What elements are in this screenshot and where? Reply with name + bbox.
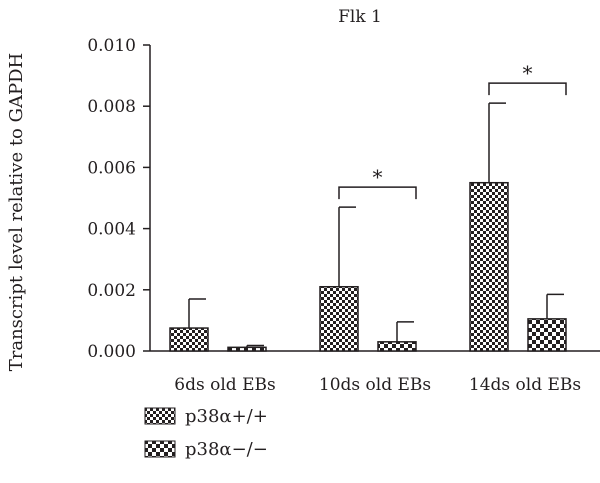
legend-label: p38α−/− bbox=[185, 439, 268, 460]
x-tick-label: 6ds old EBs bbox=[174, 375, 275, 395]
legend-swatch bbox=[144, 407, 176, 425]
y-tick-label: 0.000 bbox=[87, 342, 136, 362]
bars bbox=[169, 181, 567, 352]
significance-star: * bbox=[523, 61, 533, 85]
y-axis-title: Transcript level relative to GAPDH bbox=[6, 53, 27, 372]
significance-markers: ** bbox=[338, 61, 567, 200]
y-axis: 0.000 0.002 0.004 0.006 0.008 0.010 bbox=[87, 36, 151, 362]
y-tick-label: 0.006 bbox=[87, 158, 136, 178]
bar bbox=[169, 327, 209, 352]
chart-title: Flk 1 bbox=[338, 7, 382, 27]
y-tick-label: 0.002 bbox=[87, 281, 136, 301]
x-axis: 6ds old EBs 10ds old EBs 14ds old EBs bbox=[150, 350, 600, 395]
x-tick-label: 14ds old EBs bbox=[469, 375, 581, 395]
y-tick-label: 0.008 bbox=[87, 97, 136, 117]
y-tick-label: 0.010 bbox=[87, 36, 136, 56]
legend-swatch bbox=[144, 440, 176, 458]
significance-bracket bbox=[488, 82, 567, 96]
legend: p38α+/+ p38α−/− bbox=[144, 406, 268, 460]
significance-star: * bbox=[373, 165, 383, 189]
bar bbox=[469, 181, 509, 352]
bar bbox=[227, 346, 267, 352]
y-tick-label: 0.004 bbox=[87, 220, 136, 240]
x-tick-label: 10ds old EBs bbox=[319, 375, 431, 395]
bar bbox=[377, 341, 417, 352]
legend-label: p38α+/+ bbox=[185, 406, 268, 427]
significance-bracket bbox=[338, 186, 417, 200]
bar bbox=[527, 318, 567, 352]
bar bbox=[319, 285, 359, 352]
error-bars bbox=[188, 102, 564, 348]
